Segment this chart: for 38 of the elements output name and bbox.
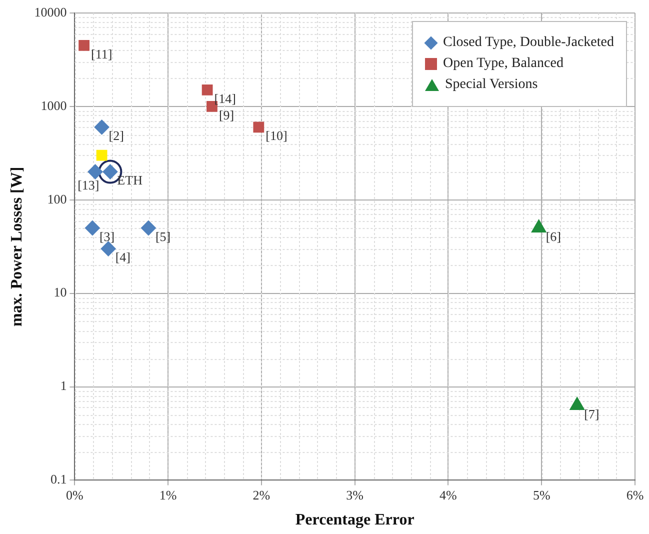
y-tick-label: 10000 xyxy=(34,4,67,20)
annotation: ETH xyxy=(117,172,142,188)
point xyxy=(94,120,110,135)
point xyxy=(78,40,90,51)
y-tick-label: 0.1 xyxy=(50,472,67,487)
annotation: [7] xyxy=(584,406,600,422)
legend-label: Closed Type, Double-Jacketed xyxy=(443,35,614,51)
y-axis-title: max. Power Losses [W] xyxy=(8,166,26,326)
x-tick-label: 4% xyxy=(440,487,458,502)
point xyxy=(253,122,264,133)
annotation: [13] xyxy=(78,178,100,193)
x-tick-label: 3% xyxy=(346,487,364,502)
legend-label: Open Type, Balanced xyxy=(443,56,564,72)
annotation: [2] xyxy=(108,128,124,144)
y-tick-label: 1 xyxy=(60,378,67,394)
annotation: [3] xyxy=(99,228,115,244)
annotation: [4] xyxy=(115,250,130,265)
y-tick-label: 10 xyxy=(54,284,67,300)
x-tick-label: 2% xyxy=(252,487,270,502)
y-tick-label: 100 xyxy=(47,191,67,206)
point xyxy=(88,164,103,180)
x-tick-label: 1% xyxy=(159,487,177,502)
annotation: [5] xyxy=(155,228,171,244)
y-tick-label: 1000 xyxy=(40,98,67,113)
point xyxy=(84,220,100,236)
x-axis-title: Percentage Error xyxy=(295,512,414,529)
x-tick-label: 6% xyxy=(626,487,644,502)
annotation: [9] xyxy=(218,107,234,122)
annotation: [6] xyxy=(546,228,561,244)
annotation: [14] xyxy=(214,90,236,106)
point xyxy=(96,150,108,161)
x-tick-label: 5% xyxy=(532,487,550,502)
point xyxy=(140,220,156,236)
annotation: [11] xyxy=(91,46,112,62)
legend-label: Special Versions xyxy=(445,77,538,93)
x-tick-label: 0% xyxy=(66,487,84,502)
annotation: [10] xyxy=(266,128,288,144)
point xyxy=(202,84,213,96)
